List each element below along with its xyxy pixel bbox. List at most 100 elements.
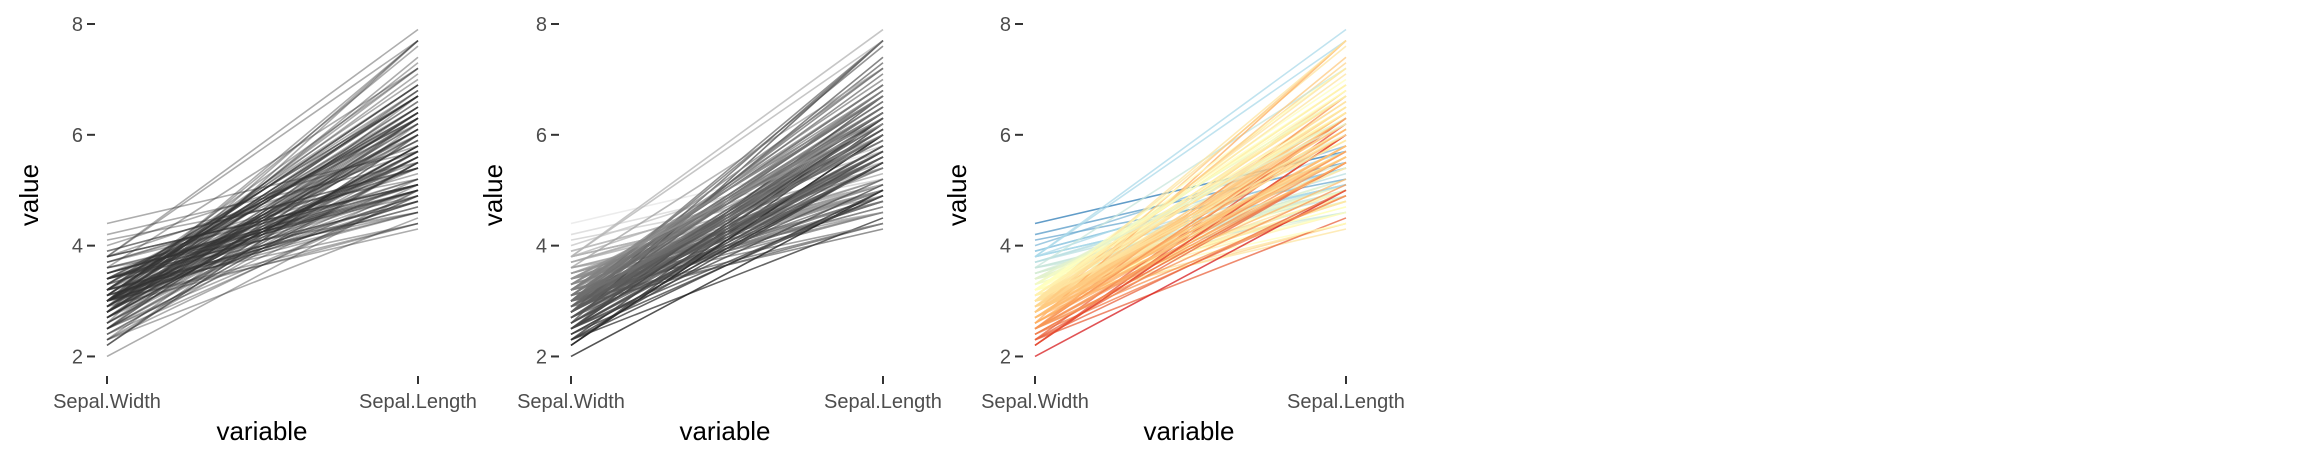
panel-uniform-gray: 2 4 6 8 Sepal.Width Sepal.Length value variab… (14, 14, 477, 446)
axes: 2 4 6 8 Sepal.Width Sepal.Length (53, 14, 477, 413)
observation-line (106, 156, 419, 330)
observation-line (106, 145, 419, 247)
observation-line (106, 106, 419, 302)
observation-line (1034, 134, 1347, 302)
observation-line (570, 161, 884, 330)
observation-line (106, 128, 419, 302)
observation-line (106, 117, 419, 330)
observation-line (106, 156, 419, 313)
observation-line (1034, 161, 1347, 330)
observation-line (106, 206, 419, 291)
observation-line (106, 156, 419, 302)
y-tick-label: 2 (536, 346, 547, 368)
observation-line (106, 150, 419, 225)
observation-line (570, 183, 884, 330)
observation-line (106, 39, 419, 258)
observation-line (570, 39, 884, 258)
observation-line (106, 106, 419, 302)
observation-line (106, 178, 419, 280)
observation-line (106, 62, 419, 308)
observation-line (106, 117, 419, 319)
observation-line (106, 95, 419, 297)
observation-line (106, 200, 419, 302)
observation-line (1034, 95, 1347, 302)
x-tick-label: Sepal.Length (1287, 391, 1405, 413)
observation-line (570, 117, 884, 313)
observation-line (106, 89, 419, 291)
observation-line (570, 95, 884, 302)
observation-line (1034, 217, 1347, 341)
observation-line (106, 134, 419, 319)
observation-line (106, 117, 419, 286)
observation-line (106, 150, 419, 313)
y-tick-label: 4 (536, 236, 547, 258)
observation-line (106, 45, 419, 302)
observation-line (570, 217, 884, 341)
line-group (106, 28, 419, 358)
observation-line (106, 145, 419, 324)
observation-line (106, 111, 419, 297)
observation-line (570, 189, 884, 341)
observation-line (106, 134, 419, 347)
observation-line (106, 156, 419, 302)
observation-line (106, 67, 419, 291)
observation-line (106, 200, 419, 280)
y-tick-label: 2 (72, 346, 83, 368)
observation-line (106, 145, 419, 313)
x-axis-title: variable (216, 416, 307, 446)
observation-line (1034, 128, 1347, 324)
observation-line (106, 145, 419, 319)
y-axis-title: value (478, 164, 508, 226)
observation-line (106, 111, 419, 319)
observation-line (1034, 39, 1347, 258)
observation-line (570, 40, 884, 324)
observation-line (106, 211, 419, 269)
observation-line (106, 95, 419, 302)
observation-line (106, 95, 419, 286)
observation-line (106, 128, 419, 313)
observation-line (106, 178, 419, 319)
observation-line (106, 189, 419, 341)
observation-line (1034, 156, 1347, 313)
observation-line (1034, 183, 1347, 330)
observation-line (106, 134, 419, 280)
observation-line (106, 211, 419, 280)
observation-line (106, 117, 419, 308)
x-tick-label: Sepal.Length (824, 391, 942, 413)
observation-line (106, 150, 419, 330)
observation-line (1034, 161, 1347, 324)
observation-line (1034, 195, 1347, 330)
observation-line (106, 145, 419, 319)
observation-line (106, 128, 419, 313)
observation-line (106, 100, 419, 302)
observation-line (106, 211, 419, 297)
observation-line (106, 189, 419, 280)
observation-line (106, 134, 419, 308)
y-tick-label: 8 (72, 14, 83, 36)
observation-line (106, 200, 419, 280)
observation-line (106, 183, 419, 258)
observation-line (106, 183, 419, 258)
observation-line (106, 189, 419, 275)
observation-line (106, 139, 419, 302)
observation-line (106, 195, 419, 297)
observation-line (570, 67, 884, 269)
axes: 2 4 6 8 Sepal.Width Sepal.Length (517, 14, 942, 413)
observation-line (570, 134, 884, 302)
observation-line (106, 100, 419, 308)
observation-line (106, 134, 419, 302)
observation-line (106, 95, 419, 330)
observation-line (106, 78, 419, 291)
observation-line (1034, 28, 1347, 258)
observation-line (106, 183, 419, 330)
observation-line (106, 189, 419, 275)
observation-line (106, 145, 419, 319)
observation-line (106, 111, 419, 313)
observation-line (106, 161, 419, 335)
y-tick-label: 2 (1000, 346, 1011, 368)
observation-line (106, 40, 419, 324)
panel-gray-gradient: 2 4 6 8 Sepal.Width Sepal.Length value variab… (478, 14, 942, 446)
observation-line (106, 183, 419, 258)
observation-line (106, 111, 419, 308)
observation-line (106, 89, 419, 302)
